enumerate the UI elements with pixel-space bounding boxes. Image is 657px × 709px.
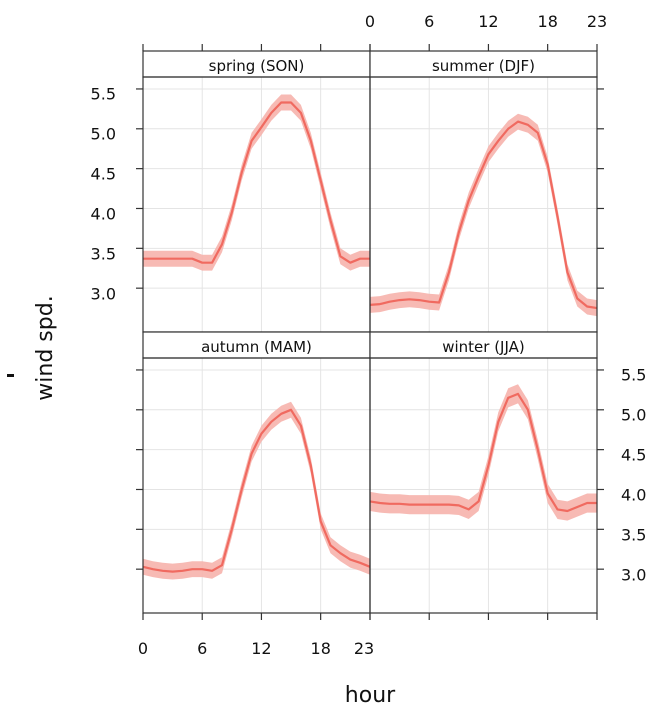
- series-line: [143, 101, 370, 264]
- strip-header: [369, 50, 598, 78]
- confidence-band: [143, 94, 370, 271]
- y-tick-label: 3.5: [621, 526, 646, 545]
- strip-label-summer: summer (DJF): [432, 57, 535, 75]
- strip-header: [369, 331, 598, 359]
- series-line: [142, 408, 371, 573]
- y-tick-label: 4.0: [91, 205, 116, 224]
- x-axis-title: hour: [345, 683, 396, 708]
- y-tick-label: 4.5: [91, 165, 116, 184]
- x-tick-label: 0: [138, 639, 148, 658]
- y-tick-label: 3.5: [91, 245, 116, 264]
- y-axis-title: wind spd.: [33, 295, 58, 400]
- strip-label-winter: winter (JJA): [442, 338, 525, 356]
- x-tick-label: 23: [587, 12, 607, 31]
- panel-frame: [369, 357, 598, 614]
- confidence-band: [370, 113, 597, 317]
- panel-background: [143, 77, 370, 332]
- y-tick-label: 5.0: [621, 406, 646, 425]
- x-tick-label: 12: [251, 639, 271, 658]
- confidence-band: [143, 401, 370, 580]
- x-tick-label: 18: [538, 12, 558, 31]
- x-tick-label: 23: [354, 639, 374, 658]
- series-line: [369, 120, 598, 310]
- x-tick-label: 6: [197, 639, 207, 658]
- data-layer: [142, 94, 598, 580]
- legend-key-mark: [7, 374, 14, 377]
- x-tick-label: 12: [478, 12, 498, 31]
- y-tick-label: 4.0: [621, 486, 646, 505]
- y-tick-label: 5.5: [621, 366, 646, 385]
- series-line: [369, 392, 597, 513]
- y-tick-label: 5.5: [91, 85, 116, 104]
- y-tick-label: 4.5: [621, 446, 646, 465]
- y-tick-label: 5.0: [91, 125, 116, 144]
- confidence-band: [370, 384, 597, 521]
- strip-header: [142, 50, 371, 78]
- frame-layer: [136, 44, 604, 620]
- strip-label-spring: spring (SON): [209, 57, 305, 75]
- y-tick-label: 3.0: [91, 285, 116, 304]
- y-tick-label: 3.0: [621, 566, 646, 585]
- x-tick-label: 0: [365, 12, 375, 31]
- strip-label-autumn: autumn (MAM): [201, 338, 312, 356]
- panel-background: [370, 77, 597, 332]
- x-tick-label: 18: [311, 639, 331, 658]
- x-tick-label: 6: [424, 12, 434, 31]
